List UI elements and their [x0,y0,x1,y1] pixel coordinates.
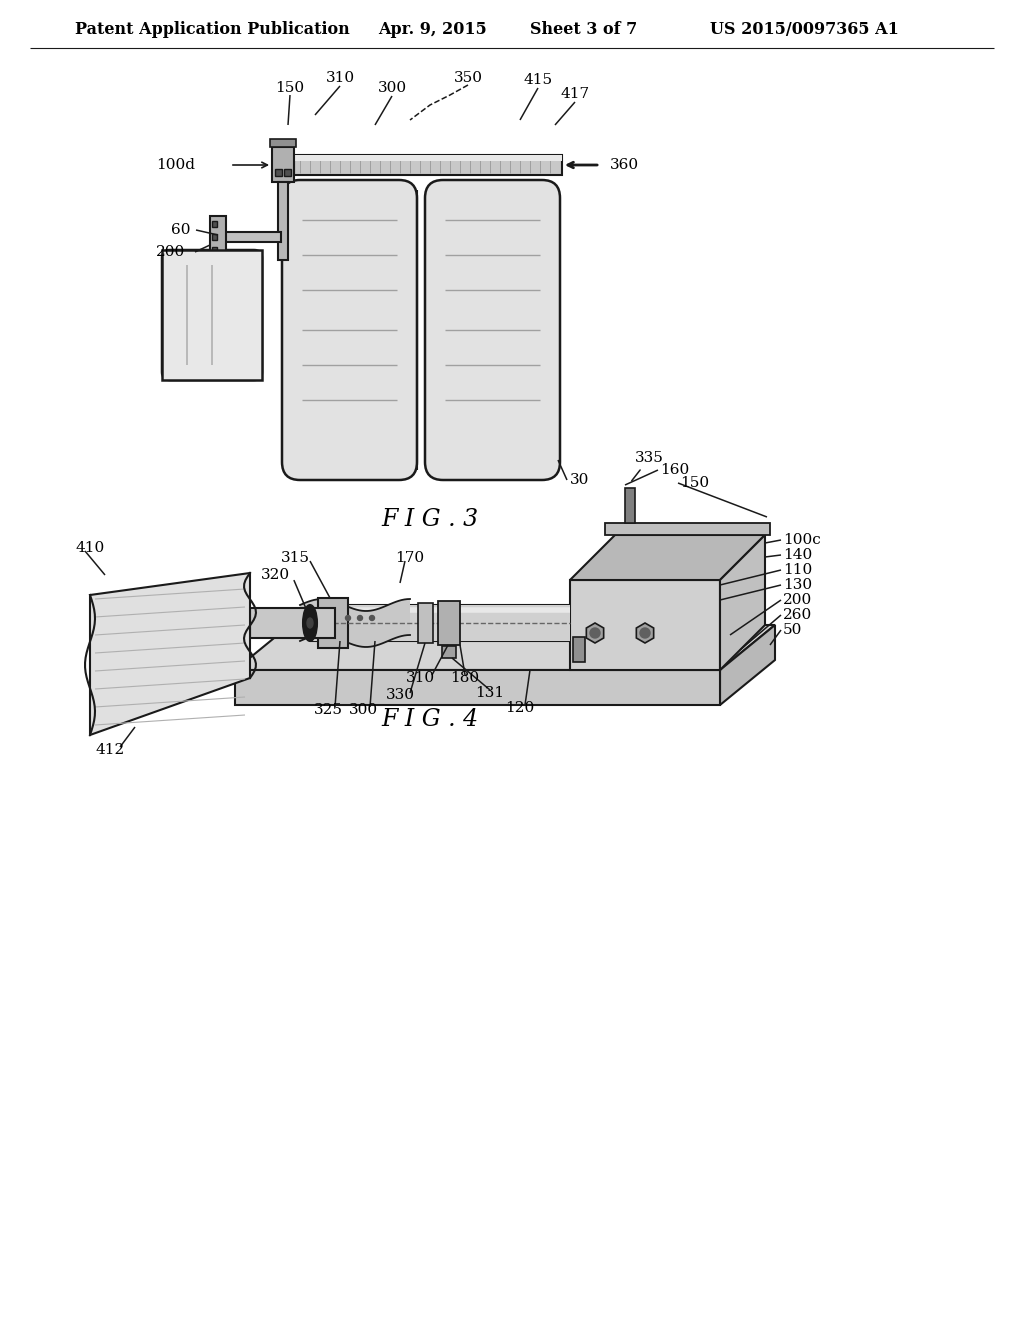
Text: 300: 300 [378,81,407,95]
Text: 131: 131 [475,686,505,700]
Text: 180: 180 [451,671,479,685]
Text: 330: 330 [385,688,415,702]
Text: 120: 120 [506,701,535,715]
Polygon shape [605,523,770,535]
Text: 150: 150 [275,81,304,95]
Polygon shape [636,623,653,643]
Bar [272,147,294,182]
Text: 415: 415 [523,73,553,87]
Text: 315: 315 [281,550,309,565]
Text: 325: 325 [313,704,342,717]
Ellipse shape [303,605,317,642]
Polygon shape [234,624,775,671]
Bar [270,139,296,147]
Polygon shape [587,623,604,643]
Text: 200: 200 [156,246,185,259]
Text: 417: 417 [560,87,590,102]
Polygon shape [234,671,720,705]
Text: Sheet 3 of 7: Sheet 3 of 7 [530,21,637,38]
FancyBboxPatch shape [425,180,560,480]
Bar [162,249,262,380]
Bar [218,232,281,242]
Text: 310: 310 [326,71,354,84]
Polygon shape [570,535,765,579]
Text: 335: 335 [632,451,664,480]
Polygon shape [90,573,250,735]
Bar [278,182,288,260]
Text: Patent Application Publication: Patent Application Publication [75,21,350,38]
Text: 130: 130 [783,578,812,591]
Text: Apr. 9, 2015: Apr. 9, 2015 [378,21,486,38]
Bar [442,645,456,657]
Text: 160: 160 [660,463,689,477]
Text: 50: 50 [783,623,803,638]
FancyBboxPatch shape [162,249,262,380]
Text: F I G . 4: F I G . 4 [381,709,478,731]
Text: 170: 170 [395,550,424,565]
Ellipse shape [307,618,313,628]
Bar [438,601,460,645]
Circle shape [345,615,350,620]
Polygon shape [300,599,410,647]
Text: 410: 410 [75,541,104,554]
Text: 360: 360 [610,158,639,172]
Circle shape [640,628,650,638]
Bar [212,247,217,253]
Circle shape [357,615,362,620]
Text: 412: 412 [95,743,125,756]
Bar [294,154,562,176]
Polygon shape [720,535,765,671]
Text: 200: 200 [783,593,812,607]
Bar [210,216,226,257]
Bar [318,598,348,648]
Text: 320: 320 [260,568,290,582]
Text: 150: 150 [680,477,710,490]
Text: 110: 110 [783,564,812,577]
Text: 100c: 100c [783,533,821,546]
Text: 100d: 100d [156,158,195,172]
Bar [275,169,282,176]
Text: 300: 300 [348,704,378,717]
Bar [212,234,217,240]
Text: 140: 140 [783,548,812,562]
Bar [294,154,562,161]
Polygon shape [720,624,775,705]
Text: US 2015/0097365 A1: US 2015/0097365 A1 [710,21,899,38]
Text: 60: 60 [171,223,190,238]
Text: 350: 350 [454,71,482,84]
Bar [625,488,635,523]
Bar [418,603,433,643]
Polygon shape [250,609,335,638]
Text: 260: 260 [783,609,812,622]
Text: 30: 30 [570,473,590,487]
Text: 310: 310 [406,671,434,685]
Polygon shape [570,579,720,671]
Bar [573,638,585,663]
Text: F I G . 3: F I G . 3 [381,508,478,532]
Circle shape [370,615,375,620]
Bar [284,169,291,176]
Polygon shape [310,605,570,642]
Bar [212,220,217,227]
Circle shape [590,628,600,638]
FancyBboxPatch shape [282,180,417,480]
